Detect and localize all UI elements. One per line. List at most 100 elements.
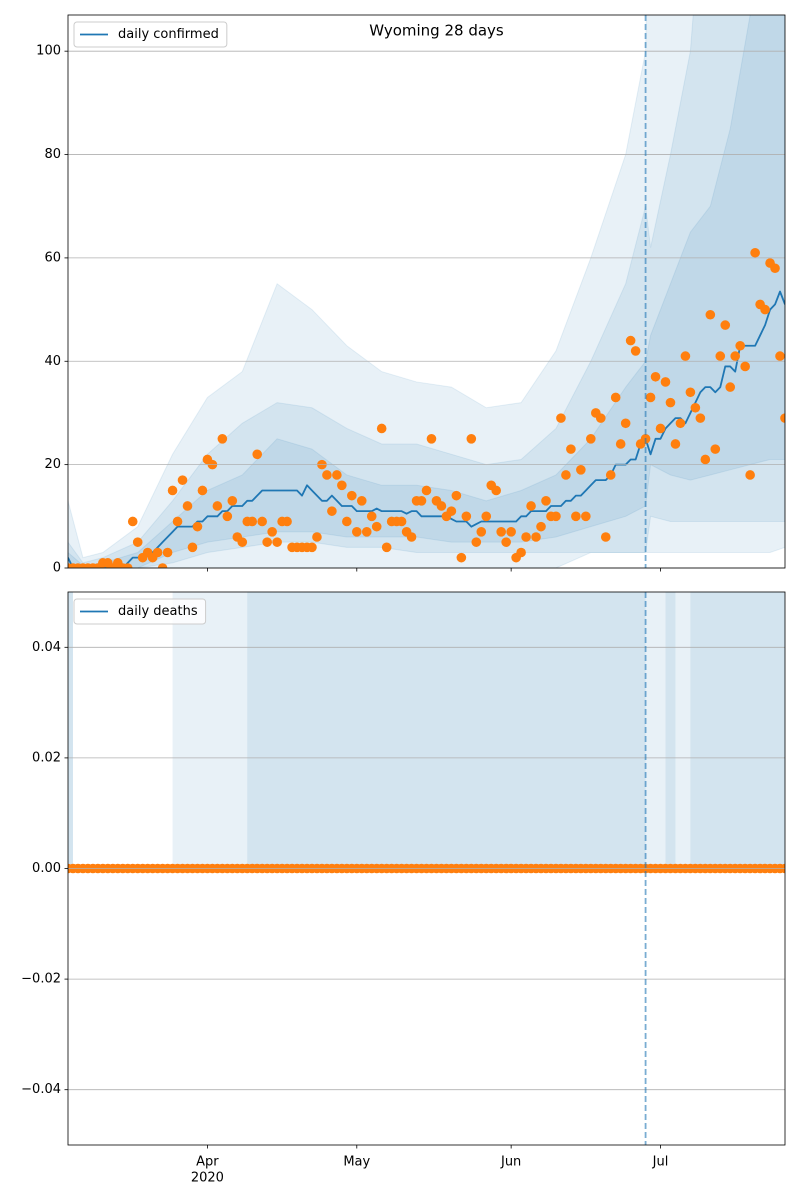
data-point: [745, 470, 755, 480]
data-point: [182, 501, 193, 511]
data-point: [451, 490, 462, 501]
data-point: [461, 511, 472, 522]
confidence-band: [68, 15, 785, 568]
data-point: [446, 506, 457, 516]
chart-title: Wyoming 28 days: [369, 22, 504, 40]
data-point: [770, 263, 780, 274]
data-point: [501, 537, 511, 547]
data-point: [312, 532, 322, 542]
legend-box: [73, 21, 228, 48]
data-point: [361, 527, 372, 537]
data-point: [526, 501, 536, 511]
data-point: [605, 470, 616, 480]
data-point: [645, 392, 656, 403]
data-point: [197, 485, 208, 496]
data-point: [356, 496, 367, 506]
data-point: [521, 532, 531, 542]
data-point: [531, 532, 541, 542]
data-point: [670, 439, 681, 449]
data-point: [660, 377, 671, 387]
data-point: [705, 309, 716, 320]
series-line: [68, 290, 785, 568]
data-point: [127, 516, 138, 527]
data-point: [725, 382, 736, 392]
axes-frame: [67, 14, 786, 569]
data-point: [157, 563, 168, 568]
data-point: [735, 340, 745, 351]
y-tick-label: 100: [36, 44, 61, 59]
data-point: [615, 439, 626, 449]
data-point: [247, 516, 258, 527]
x-tick-label: Jul: [652, 1155, 669, 1170]
data-point: [595, 413, 606, 423]
data-point: [162, 547, 173, 558]
data-point: [416, 496, 427, 506]
data-point: [257, 516, 267, 527]
y-tick-label: 60: [44, 250, 61, 265]
data-point: [700, 454, 711, 465]
data-point: [471, 537, 482, 547]
legend-label: daily deaths: [118, 604, 198, 619]
data-point: [506, 527, 516, 537]
data-point: [227, 496, 238, 506]
data-point: [237, 537, 248, 547]
data-point: [556, 413, 566, 423]
data-point: [177, 475, 188, 485]
data-point: [491, 485, 502, 496]
data-point: [252, 449, 263, 460]
confidence-band: [68, 592, 73, 869]
y-tick-label: −0.04: [21, 1082, 61, 1097]
data-point: [456, 552, 467, 563]
data-point: [740, 361, 750, 372]
data-point: [351, 527, 362, 537]
data-point: [720, 320, 731, 330]
data-point: [192, 521, 203, 532]
data-point: [680, 351, 691, 361]
x-tick-year: 2020: [191, 1171, 224, 1186]
data-point: [730, 351, 741, 361]
data-point: [436, 501, 447, 511]
data-point: [775, 351, 785, 361]
y-tick-label: 0.00: [32, 861, 61, 876]
data-point: [576, 465, 586, 475]
data-point: [342, 516, 352, 527]
data-point: [421, 485, 432, 496]
axes-frame: [67, 591, 786, 1146]
data-point: [760, 304, 770, 315]
data-point: [571, 511, 581, 522]
y-tick-label: 20: [44, 457, 61, 472]
x-tick-label: Apr: [196, 1155, 219, 1170]
confidence-band: [645, 592, 785, 869]
data-point: [187, 542, 198, 553]
data-point: [541, 496, 551, 506]
x-tick-label: May: [343, 1155, 370, 1170]
data-point: [262, 537, 272, 547]
data-point: [695, 413, 706, 423]
data-point: [630, 346, 641, 356]
data-point: [396, 516, 407, 527]
data-point: [222, 511, 233, 522]
confidence-band: [68, 592, 73, 869]
data-point: [581, 511, 591, 522]
confidence-band: [172, 592, 646, 869]
plot-area: [68, 15, 785, 568]
y-tick-label: −0.02: [21, 972, 61, 987]
data-point: [167, 485, 178, 496]
confidence-band: [68, 15, 785, 568]
data-point: [376, 423, 387, 434]
data-point: [381, 542, 392, 553]
y-tick-label: 0.04: [32, 640, 61, 655]
y-tick-label: 0: [53, 561, 61, 576]
data-point: [620, 418, 631, 429]
data-point: [327, 506, 337, 516]
data-point: [426, 433, 437, 444]
data-point: [650, 371, 661, 382]
data-point: [551, 511, 561, 522]
legend-label: daily confirmed: [118, 27, 219, 42]
confidence-band: [247, 592, 646, 869]
confidence-band: [68, 15, 785, 568]
data-point: [675, 418, 686, 429]
data-point: [780, 413, 785, 423]
data-point: [272, 537, 282, 547]
